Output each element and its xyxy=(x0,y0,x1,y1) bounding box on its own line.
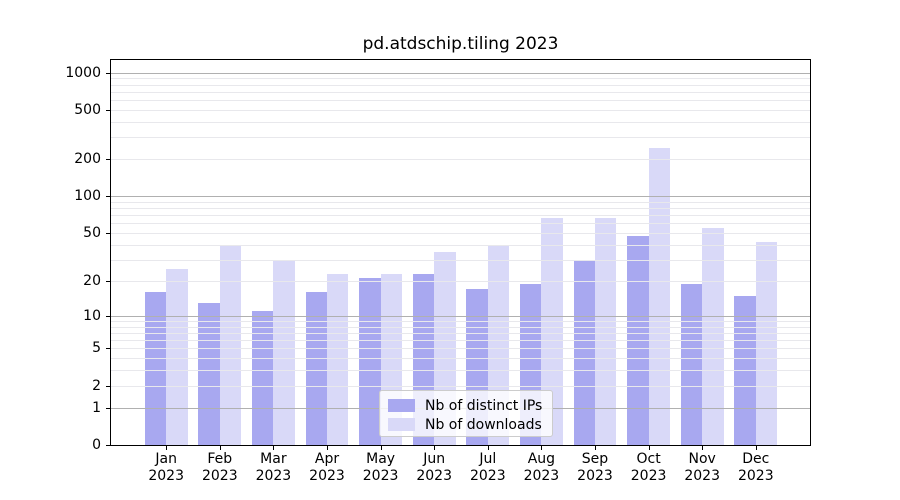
minor-gridline xyxy=(111,100,810,102)
minor-gridline xyxy=(111,159,810,161)
legend-swatch-distinct-ips xyxy=(388,399,415,412)
minor-gridline xyxy=(111,137,810,139)
x-tick-mark-mar xyxy=(273,445,275,450)
x-tick-label-oct: Oct 2023 xyxy=(630,451,667,484)
minor-gridline xyxy=(111,370,810,372)
y-tick-mark-1 xyxy=(106,407,111,409)
x-tick-label-apr: Apr 2023 xyxy=(309,451,345,484)
y-tick-label-2: 2 xyxy=(92,377,101,394)
legend-label-downloads: Nb of downloads xyxy=(425,416,542,433)
x-tick-mark-nov xyxy=(702,445,704,450)
bar-nb-of-downloads-aug xyxy=(541,218,563,445)
bar-nb-of-distinct-ips-feb xyxy=(198,302,220,445)
x-tick-label-aug: Aug 2023 xyxy=(523,451,560,484)
bar-nb-of-downloads-dec xyxy=(755,242,778,445)
y-tick-mark-1000 xyxy=(106,72,111,74)
minor-gridline xyxy=(111,358,810,360)
major-gridline-10 xyxy=(111,315,810,317)
x-tick-mark-oct xyxy=(648,445,650,450)
y-tick-label-100: 100 xyxy=(74,188,101,205)
minor-gridline xyxy=(111,244,810,246)
bar-nb-of-downloads-nov xyxy=(702,228,724,445)
legend: Nb of distinct IPs Nb of downloads xyxy=(379,390,553,437)
minor-gridline xyxy=(111,208,810,210)
bar-nb-of-distinct-ips-nov xyxy=(680,283,703,445)
bar-nb-of-distinct-ips-jan xyxy=(144,292,167,445)
bar-nb-of-distinct-ips-mar xyxy=(252,311,274,445)
y-tick-mark-2 xyxy=(106,385,111,387)
x-tick-mark-sep xyxy=(595,445,596,450)
grid-layer xyxy=(111,60,810,445)
minor-gridline xyxy=(111,259,810,261)
y-tick-label-20: 20 xyxy=(83,272,101,289)
legend-item-distinct-ips: Nb of distinct IPs xyxy=(380,396,552,415)
bar-nb-of-downloads-sep xyxy=(595,217,617,445)
minor-gridline xyxy=(111,201,810,203)
legend-label-distinct-ips: Nb of distinct IPs xyxy=(425,397,543,414)
bar-nb-of-distinct-ips-apr xyxy=(305,292,327,445)
ticks-layer: 0 1 2 5 10 20 50 100 200 500 1000 Jan 2023 Feb 2023 Mar… xyxy=(65,60,810,484)
y-tick-label-5: 5 xyxy=(92,340,101,357)
minor-gridline xyxy=(111,122,810,123)
bar-nb-of-downloads-feb xyxy=(219,244,242,445)
x-tick-label-may: May 2023 xyxy=(362,451,399,484)
minor-gridline xyxy=(111,385,810,387)
legend-item-downloads: Nb of downloads xyxy=(380,415,552,434)
y-tick-label-0: 0 xyxy=(92,437,101,453)
x-tick-mark-aug xyxy=(541,445,543,450)
y-tick-mark-500 xyxy=(106,110,111,111)
y-tick-label-10: 10 xyxy=(83,307,101,324)
bar-nb-of-downloads-mar xyxy=(273,259,295,445)
minor-gridline xyxy=(111,332,810,334)
legend-swatch-downloads xyxy=(388,418,415,431)
x-tick-label-feb: Feb 2023 xyxy=(201,451,238,484)
minor-gridline xyxy=(111,233,810,235)
minor-gridline xyxy=(111,215,810,217)
y-tick-mark-20 xyxy=(106,280,111,282)
x-tick-mark-apr xyxy=(327,445,328,450)
x-tick-mark-jun xyxy=(434,445,436,450)
x-tick-label-mar: Mar 2023 xyxy=(255,451,292,484)
minor-gridline xyxy=(111,84,810,86)
bar-nb-of-downloads-jan xyxy=(166,269,188,445)
minor-gridline xyxy=(111,348,810,350)
major-gridline-100 xyxy=(111,196,810,198)
x-tick-label-dec: Dec 2023 xyxy=(737,451,774,484)
x-tick-label-jun: Jun 2023 xyxy=(416,451,452,484)
bar-nb-of-distinct-ips-may xyxy=(359,278,381,445)
x-tick-label-sep: Sep 2023 xyxy=(577,451,613,484)
major-gridline-1000 xyxy=(111,72,810,74)
x-tick-mark-jan xyxy=(166,445,168,450)
bar-nb-of-distinct-ips-sep xyxy=(573,259,595,445)
y-tick-mark-50 xyxy=(106,233,111,235)
x-tick-mark-jul xyxy=(487,445,489,450)
minor-gridline xyxy=(111,223,810,225)
x-tick-label-jan: Jan 2023 xyxy=(148,451,184,484)
minor-gridline xyxy=(111,91,810,93)
x-tick-label-nov: Nov 2023 xyxy=(684,451,720,484)
y-tick-label-1000: 1000 xyxy=(65,64,101,81)
x-tick-label-jul: Jul 2023 xyxy=(469,451,506,484)
minor-gridline xyxy=(111,340,810,342)
y-tick-label-1: 1 xyxy=(92,399,101,416)
y-tick-label-200: 200 xyxy=(74,151,101,168)
x-tick-mark-dec xyxy=(755,445,757,450)
minor-gridline xyxy=(111,320,810,322)
minor-gridline xyxy=(111,78,810,80)
plot-area: 0 1 2 5 10 20 50 100 200 500 1000 Jan 2023 Feb 2023 Mar… xyxy=(65,59,811,484)
minor-gridline xyxy=(111,110,810,111)
minor-gridline xyxy=(111,280,810,282)
y-tick-mark-0 xyxy=(106,445,111,446)
y-tick-label-50: 50 xyxy=(83,225,101,242)
y-tick-label-500: 500 xyxy=(74,102,101,118)
x-tick-mark-may xyxy=(380,445,382,450)
x-tick-mark-feb xyxy=(219,445,221,450)
y-tick-mark-10 xyxy=(106,315,111,317)
y-tick-mark-100 xyxy=(106,196,111,198)
y-tick-mark-5 xyxy=(106,348,111,350)
chart-title: pd.atdschip.tiling 2023 xyxy=(362,34,559,54)
minor-gridline xyxy=(111,326,810,328)
y-tick-mark-200 xyxy=(106,159,111,161)
